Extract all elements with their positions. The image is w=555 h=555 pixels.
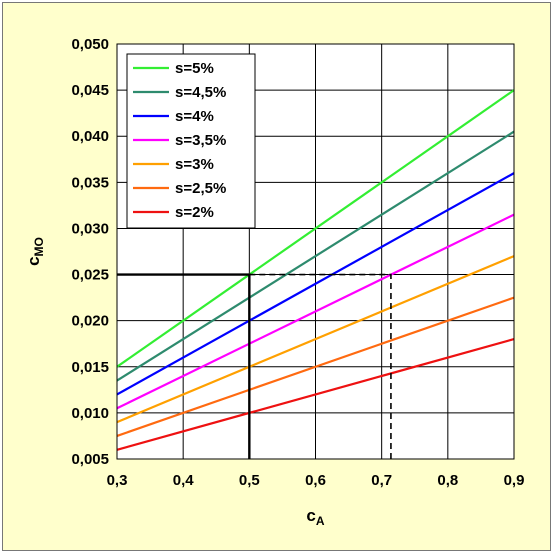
y-tick-label: 0,025 bbox=[71, 267, 109, 284]
x-tick-label: 0,8 bbox=[437, 472, 458, 489]
legend-label: s=2,5% bbox=[175, 180, 226, 197]
series-lines bbox=[116, 89, 515, 451]
series-line bbox=[116, 338, 515, 451]
legend-label: s=5% bbox=[175, 60, 214, 77]
series-line bbox=[116, 213, 515, 410]
legend: s=5% s=4,5% s=4% s=3,5% s=3% s=2,5% s=2% bbox=[126, 53, 256, 229]
y-axis-label: cMO bbox=[24, 237, 46, 266]
series-line bbox=[116, 130, 515, 382]
x-tick-label: 0,3 bbox=[107, 472, 128, 489]
y-tick-label: 0,005 bbox=[71, 451, 109, 468]
y-tick-label: 0,030 bbox=[71, 220, 109, 237]
legend-label: s=2% bbox=[175, 204, 214, 221]
reading-guides bbox=[117, 273, 392, 459]
x-axis-label-main: c bbox=[306, 506, 315, 525]
y-tick-label: 0,050 bbox=[71, 36, 109, 53]
legend-label: s=4,5% bbox=[175, 84, 226, 101]
y-tick-label: 0,040 bbox=[71, 128, 109, 145]
dashed-guide-line bbox=[249, 273, 392, 459]
legend-label: s=4% bbox=[175, 108, 214, 125]
y-tick-label: 0,035 bbox=[71, 174, 109, 191]
x-tick-label: 0,6 bbox=[305, 472, 326, 489]
series-line bbox=[116, 172, 515, 396]
y-tick-label: 0,020 bbox=[71, 313, 109, 330]
y-axis-label-main: c bbox=[24, 256, 43, 265]
x-axis-label-sub: A bbox=[316, 514, 325, 528]
x-tick-label: 0,7 bbox=[371, 472, 392, 489]
chart-frame: 0,3 0,4 0,5 0,6 0,7 0,8 0,9 0,005 0,010 0,015 0,0… bbox=[2, 2, 551, 551]
x-axis-label: cA bbox=[306, 506, 324, 528]
y-tick-label: 0,010 bbox=[71, 405, 109, 422]
series-line bbox=[116, 89, 515, 368]
series-line bbox=[116, 296, 515, 437]
x-tick-label: 0,4 bbox=[173, 472, 195, 489]
x-tick-label: 0,5 bbox=[239, 472, 260, 489]
x-tick-label: 0,9 bbox=[504, 472, 525, 489]
x-tick-labels: 0,3 0,4 0,5 0,6 0,7 0,8 0,9 bbox=[107, 472, 525, 489]
series-line bbox=[116, 255, 515, 424]
y-tick-label: 0,045 bbox=[71, 82, 109, 99]
legend-label: s=3,5% bbox=[175, 132, 226, 149]
line-chart: 0,3 0,4 0,5 0,6 0,7 0,8 0,9 0,0050,0100,0150,0… bbox=[24, 36, 525, 528]
plot-border bbox=[116, 43, 515, 460]
y-axis-label-sub: MO bbox=[32, 237, 46, 256]
legend-label: s=3% bbox=[175, 156, 214, 173]
y-tick-label: 0,015 bbox=[71, 359, 109, 376]
y-tick-labels: 0,005 0,010 0,015 0,020 0,025 0,030 0,035 0,040… bbox=[71, 36, 109, 468]
